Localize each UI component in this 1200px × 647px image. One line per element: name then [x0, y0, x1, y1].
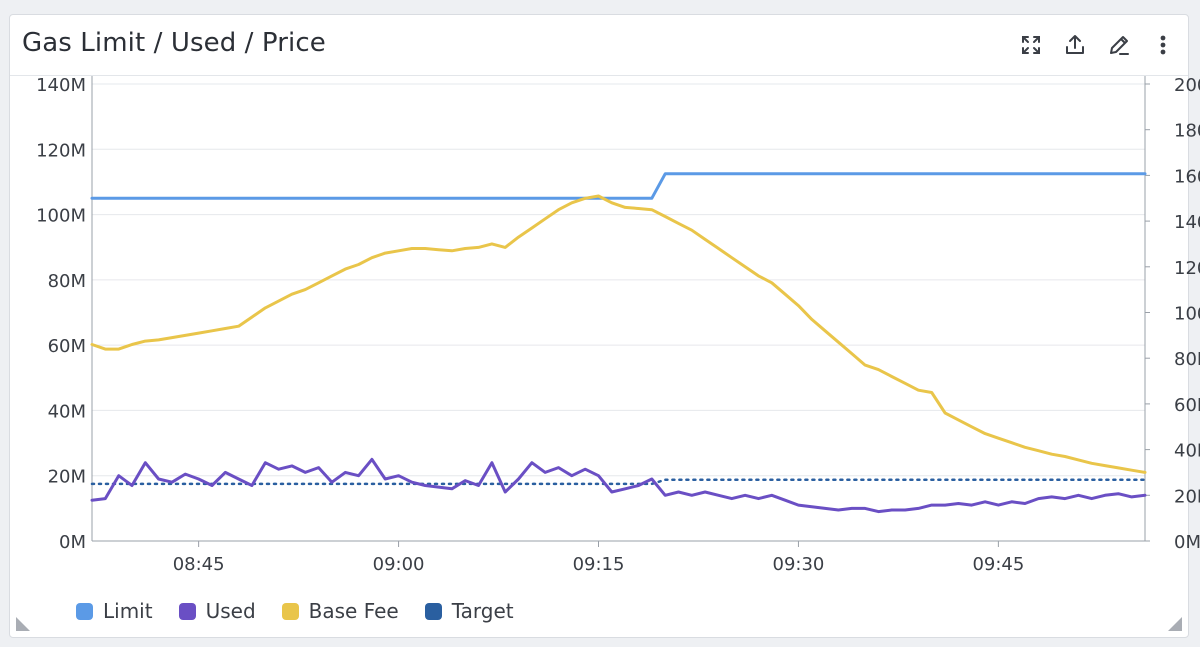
y-right-tick-label: 40M: [1174, 441, 1200, 462]
export-button[interactable]: [1058, 29, 1092, 61]
x-tick-label: 09:30: [773, 554, 825, 575]
series-line-limit: [90, 172, 1147, 200]
y-right-tick-label: 180M: [1174, 121, 1200, 142]
panel-toolbar: [1014, 29, 1180, 61]
y-right-tick-label: 100M: [1174, 304, 1200, 325]
legend-label-used: Used: [205, 599, 256, 623]
y-right-tick-label: 20M: [1174, 486, 1200, 507]
tick-labels: 0M 20M 40M 60M 80M 100M 120M 140M 0M 20M 40M 60M 80M…: [36, 75, 1200, 575]
y-left-tick-label: 100M: [36, 206, 86, 227]
legend-item-limit[interactable]: Limit: [76, 599, 153, 623]
y-left-tick-label: 140M: [36, 75, 86, 96]
legend-item-target[interactable]: Target: [424, 599, 514, 623]
edit-icon: [1110, 36, 1129, 55]
x-tick-label: 09:45: [972, 554, 1024, 575]
legend-label-target: Target: [451, 599, 514, 623]
series-lines: [90, 172, 1147, 514]
export-icon: [1066, 35, 1084, 54]
more-menu-button[interactable]: [1146, 29, 1180, 61]
y-left-tick-label: 40M: [48, 401, 86, 422]
edit-button[interactable]: [1102, 29, 1136, 61]
grid-lines: [92, 83, 1145, 477]
fullscreen-button[interactable]: [1014, 29, 1048, 61]
legend-swatch-base-fee: [281, 602, 299, 620]
axes: [91, 76, 1150, 547]
legend-item-base-fee[interactable]: Base Fee: [281, 599, 399, 623]
y-left-tick-label: 60M: [48, 336, 86, 357]
chart-panel: Gas Limit / Used / Price: [9, 14, 1189, 638]
series-line-target: [90, 478, 1147, 486]
y-left-tick-label: 20M: [48, 467, 86, 488]
y-right-tick-label: 200M: [1174, 75, 1200, 96]
x-tick-label: 09:15: [573, 554, 625, 575]
y-left-tick-label: 0M: [59, 532, 86, 553]
series-line-used: [90, 457, 1147, 514]
y-right-tick-label: 80M: [1174, 349, 1200, 370]
series-line-base-fee: [90, 194, 1147, 474]
chart-legend: Limit Used Base Fee Target: [76, 599, 514, 623]
fullscreen-icon: [1022, 36, 1040, 54]
resize-handle-right[interactable]: [1168, 617, 1182, 631]
y-right-tick-label: 60M: [1174, 395, 1200, 416]
panel-title: Gas Limit / Used / Price: [22, 28, 326, 58]
panel-header: Gas Limit / Used / Price: [10, 15, 1188, 76]
y-left-tick-label: 80M: [48, 271, 86, 292]
legend-label-limit: Limit: [103, 599, 153, 623]
x-tick-label: 08:45: [173, 554, 225, 575]
legend-item-used[interactable]: Used: [178, 599, 256, 623]
x-tick-label: 09:00: [373, 554, 425, 575]
y-right-tick-label: 0M: [1174, 532, 1200, 553]
y-right-tick-label: 120M: [1174, 258, 1200, 279]
y-right-tick-label: 160M: [1174, 166, 1200, 187]
legend-swatch-used: [178, 602, 196, 620]
y-right-tick-label: 140M: [1174, 212, 1200, 233]
y-left-tick-label: 120M: [36, 140, 86, 161]
legend-swatch-target: [424, 602, 442, 620]
legend-swatch-limit: [76, 602, 93, 620]
legend-label-base-fee: Base Fee: [308, 599, 399, 623]
resize-handle-left[interactable]: [16, 617, 30, 631]
more-menu-icon: [1160, 35, 1166, 55]
